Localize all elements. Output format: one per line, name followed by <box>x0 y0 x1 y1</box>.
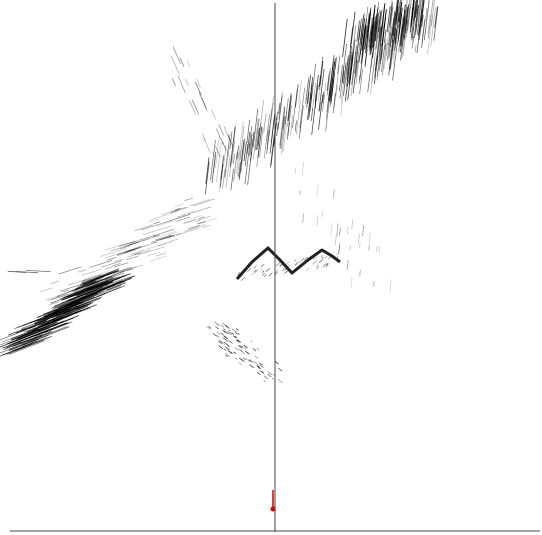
scan-streak <box>377 247 378 252</box>
page: (() => { const g = document.getElementBy… <box>0 0 542 535</box>
scan-streak <box>360 243 361 248</box>
sensor-position <box>271 507 276 512</box>
background <box>0 0 542 535</box>
point-cloud-view <box>0 0 542 535</box>
